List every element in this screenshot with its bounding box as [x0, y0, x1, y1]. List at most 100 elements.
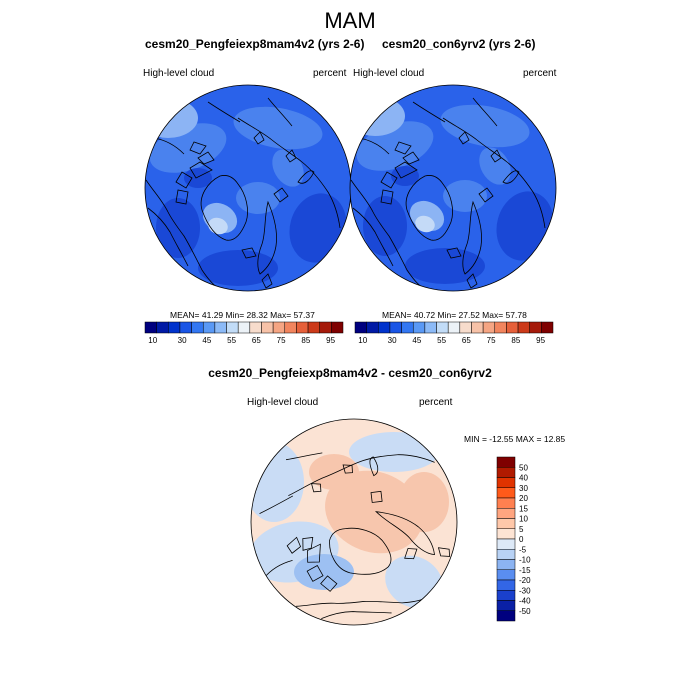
colorbar-swatch: [496, 610, 516, 622]
colorbar-swatch: [459, 321, 472, 334]
colorbar-tick-label: -5: [519, 545, 527, 554]
colorbar-tick-label: -40: [519, 597, 531, 606]
colorbar-swatch: [496, 508, 516, 519]
colorbar-swatch: [144, 321, 157, 334]
colorbar-swatch: [494, 321, 507, 334]
colorbar-swatch: [284, 321, 297, 334]
colorbar-swatch: [496, 528, 516, 540]
colorbar-swatch: [496, 487, 516, 499]
colorbar-swatch: [517, 321, 530, 334]
colorbar-tick-label: 85: [511, 336, 520, 345]
colorbar-panel-2: 10 30 45 55 65 75 85 95: [354, 321, 554, 345]
colorbar-swatch: [496, 467, 516, 478]
colorbar-swatch: [168, 321, 181, 334]
colorbar-swatch: [354, 321, 367, 334]
colorbar-swatch: [202, 321, 216, 334]
map-3-border: [250, 418, 458, 626]
colorbar-swatch: [366, 321, 379, 334]
colorbar-tick-label: 50: [519, 463, 528, 472]
colorbar-swatch: [191, 321, 204, 334]
colorbar-swatch: [424, 321, 437, 334]
colorbar-swatch: [447, 321, 461, 334]
colorbar-swatch: [226, 321, 239, 334]
colorbar-tick-label: 75: [277, 336, 286, 345]
colorbar-swatch: [506, 321, 519, 334]
colorbar-tick-label: 20: [519, 494, 528, 503]
colorbar-swatch: [496, 518, 516, 529]
colorbar-tick-label: 75: [487, 336, 496, 345]
colorbar-tick-label: 95: [536, 336, 545, 345]
colorbar-tick-label: 15: [519, 504, 528, 513]
colorbar-swatch: [412, 321, 426, 334]
panel-1-units-label: percent: [313, 68, 347, 79]
panel-2-variable-label: High-level cloud: [353, 68, 425, 79]
colorbar-swatch: [331, 321, 344, 334]
panel-1-stats: MEAN= 41.29 Min= 28.32 Max= 57.37: [170, 310, 315, 320]
panel-3-title: cesm20_Pengfeiexp8mam4v2 - cesm20_con6yr…: [208, 366, 492, 380]
colorbar-tick-label: 0: [519, 535, 524, 544]
map-2-border: [349, 84, 557, 292]
colorbar-tick-label: 45: [202, 336, 211, 345]
colorbar-swatch: [237, 321, 251, 334]
colorbar-swatch: [156, 321, 169, 334]
colorbar-swatch: [496, 590, 516, 601]
colorbar-tick-label: 40: [519, 474, 528, 483]
colorbar-swatch: [496, 549, 516, 560]
colorbar-tick-label: 10: [519, 515, 528, 524]
colorbar-swatch: [496, 497, 516, 509]
colorbar-swatch: [529, 321, 542, 334]
colorbar-tick-label: -10: [519, 556, 531, 565]
colorbar-tick-label: 85: [301, 336, 310, 345]
colorbar-swatch: [496, 600, 516, 611]
colorbar-swatch: [307, 321, 320, 334]
figure-title: MAM: [324, 8, 376, 33]
colorbar-tick-label: 95: [326, 336, 335, 345]
colorbar-swatch: [401, 321, 414, 334]
colorbar-tick-label: 55: [227, 336, 236, 345]
colorbar-swatch: [496, 477, 516, 488]
colorbar-swatch: [296, 321, 309, 334]
panel-2-title: cesm20_con6yrv2 (yrs 2-6): [382, 37, 536, 51]
colorbar-swatch: [319, 321, 332, 334]
panel-2-stats: MEAN= 40.72 Min= 27.52 Max= 57.78: [382, 310, 527, 320]
colorbar-swatch: [541, 321, 554, 334]
colorbar-tick-label: 55: [437, 336, 446, 345]
colorbar-tick-label: 10: [148, 336, 157, 345]
colorbar-swatch: [436, 321, 449, 334]
colorbar-tick-label: 30: [388, 336, 397, 345]
colorbar-panel-1: 10 30 45 55 65 75 85 95: [144, 321, 344, 345]
colorbar-swatch: [214, 321, 227, 334]
panel-3-stats: MIN = -12.55 MAX = 12.85: [464, 434, 566, 444]
colorbar-swatch: [471, 321, 484, 334]
colorbar-swatch: [389, 321, 402, 334]
colorbar-tick-label: 65: [462, 336, 471, 345]
colorbar-swatch: [272, 321, 286, 334]
colorbar-tick-label: 45: [412, 336, 421, 345]
colorbar-swatch: [179, 321, 192, 334]
colorbar-swatch: [496, 538, 516, 550]
map-panel-2: [350, 85, 556, 291]
colorbar-swatch: [249, 321, 262, 334]
colorbar-tick-label: -20: [519, 576, 531, 585]
panel-1-variable-label: High-level cloud: [143, 68, 215, 79]
colorbar-tick-label: -15: [519, 566, 531, 575]
colorbar-tick-label: -50: [519, 607, 531, 616]
colorbar-swatch: [482, 321, 496, 334]
panel-1-title: cesm20_Pengfeiexp8mam4v2 (yrs 2-6): [145, 37, 365, 51]
colorbar-tick-label: -30: [519, 586, 531, 595]
map-panel-3-difference: [251, 419, 457, 625]
panel-3-variable-label: High-level cloud: [247, 397, 319, 408]
colorbar-swatch: [496, 569, 516, 581]
colorbar-swatch: [261, 321, 274, 334]
map-panel-1: [145, 85, 351, 291]
colorbar-swatch: [378, 321, 391, 334]
colorbar-swatch: [496, 456, 516, 468]
colorbar-tick-label: 5: [519, 525, 524, 534]
colorbar-tick-label: 30: [178, 336, 187, 345]
colorbar-tick-label: 30: [519, 484, 528, 493]
colorbar-tick-label: 65: [252, 336, 261, 345]
panel-2-units-label: percent: [523, 68, 557, 79]
panel-3-units-label: percent: [419, 397, 453, 408]
